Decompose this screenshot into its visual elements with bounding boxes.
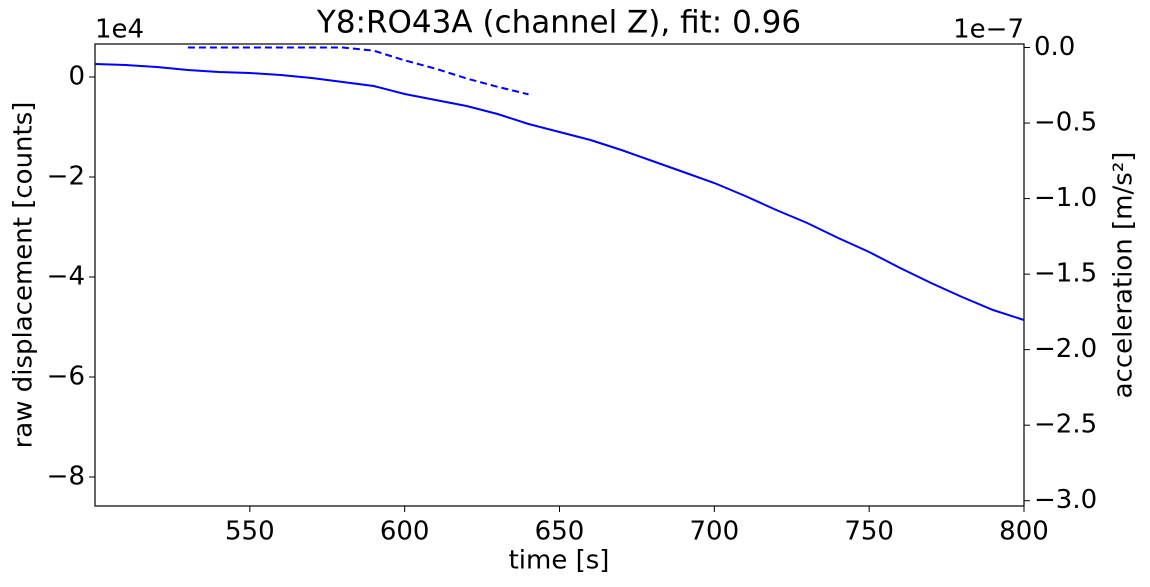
y-tick-label: −8: [47, 462, 85, 492]
y2-axis-label: acceleration [m/s²]: [1109, 152, 1139, 399]
x-tick-label: 750: [844, 517, 894, 547]
y2-tick-label: −2.5: [1034, 410, 1097, 440]
y-tick-label: −6: [47, 362, 85, 392]
y2-tick-label: −1.5: [1034, 259, 1097, 289]
y2-tick-label: −3.0: [1034, 485, 1097, 515]
y-tick-label: −2: [47, 162, 85, 192]
y-tick-label: 0: [68, 62, 85, 92]
x-axis-label: time [s]: [509, 546, 610, 576]
x-tick-label: 650: [535, 517, 585, 547]
x-tick-label: 800: [999, 517, 1049, 547]
chart-title: Y8:RO43A (channel Z), fit: 0.96: [316, 5, 801, 41]
x-tick-label: 600: [380, 517, 430, 547]
y2-offset-label: 1e−7: [953, 15, 1024, 45]
data-line: [187, 46, 529, 96]
y2-tick-label: 0.0: [1034, 32, 1075, 62]
y-offset-label: 1e4: [95, 15, 144, 45]
x-tick-label: 700: [690, 517, 740, 547]
x-tick-label: 550: [225, 517, 275, 547]
y2-tick-label: −1.0: [1034, 183, 1097, 213]
data-line: [94, 63, 1025, 321]
plot-frame: [94, 43, 1025, 507]
y-tick-label: −4: [47, 262, 85, 292]
y2-tick-label: −0.5: [1034, 108, 1097, 138]
y2-tick-label: −2.0: [1034, 334, 1097, 364]
y-axis-label: raw displacement [counts]: [9, 102, 39, 449]
